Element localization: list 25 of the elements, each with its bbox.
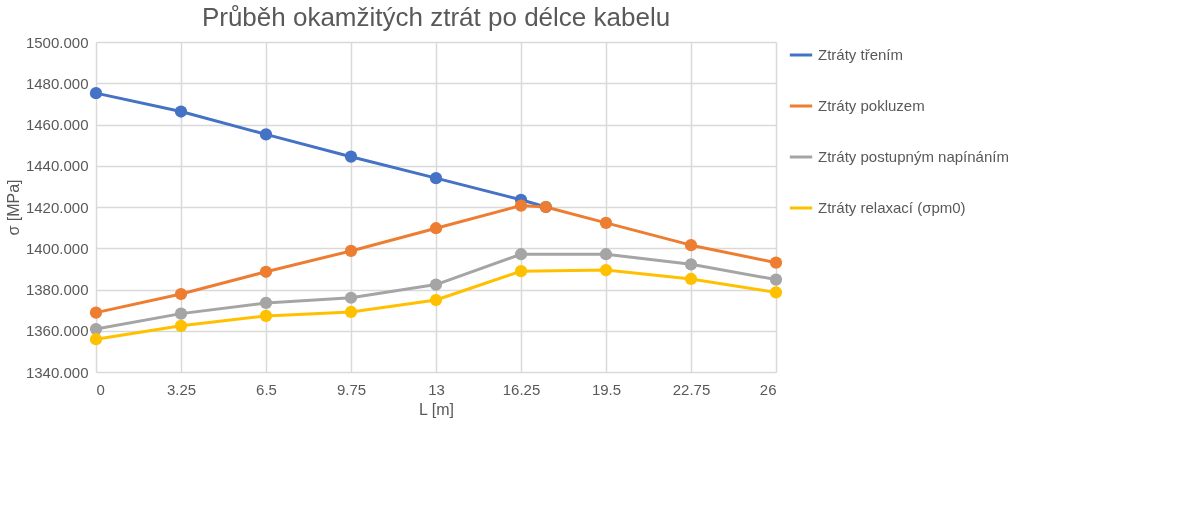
y-tick-label: 1360.000 (25, 322, 89, 340)
x-axis-title: L [m] (419, 400, 454, 418)
x-tick-label: 0 (96, 380, 105, 398)
y-tick-label: 1420.000 (25, 198, 89, 216)
x-tick-label: 6.5 (256, 380, 277, 398)
x-tick-label: 19.5 (591, 380, 622, 398)
legend-label: Ztráty postupným napínáním (818, 148, 1009, 165)
x-tick-label: 3.25 (166, 380, 197, 398)
x-tick-label: 9.75 (336, 380, 367, 398)
x-tick-label: 16.25 (502, 380, 541, 398)
y-tick-label: 1500.000 (25, 33, 89, 51)
legend-label: Ztráty třením (818, 46, 904, 63)
y-tick-label: 1480.000 (25, 74, 89, 92)
chart-title: Průběh okamžitých ztrát po délce kabelu (201, 2, 671, 32)
legend-label: Ztráty pokluzem (818, 97, 925, 114)
y-tick-label: 1460.000 (25, 116, 89, 133)
y-axis-title: σ [MPa] (4, 179, 22, 236)
y-tick-label: 1340.000 (25, 363, 89, 381)
y-tick-label: 1380.000 (25, 281, 89, 298)
x-tick-label: 13 (428, 380, 445, 398)
x-tick-label: 26 (759, 380, 777, 398)
y-tick-label: 1400.000 (25, 239, 89, 257)
x-tick-label: 22.75 (672, 380, 711, 398)
y-tick-label: 1440.000 (25, 157, 89, 175)
legend-label: Ztráty relaxací (σpm0) (818, 199, 966, 216)
